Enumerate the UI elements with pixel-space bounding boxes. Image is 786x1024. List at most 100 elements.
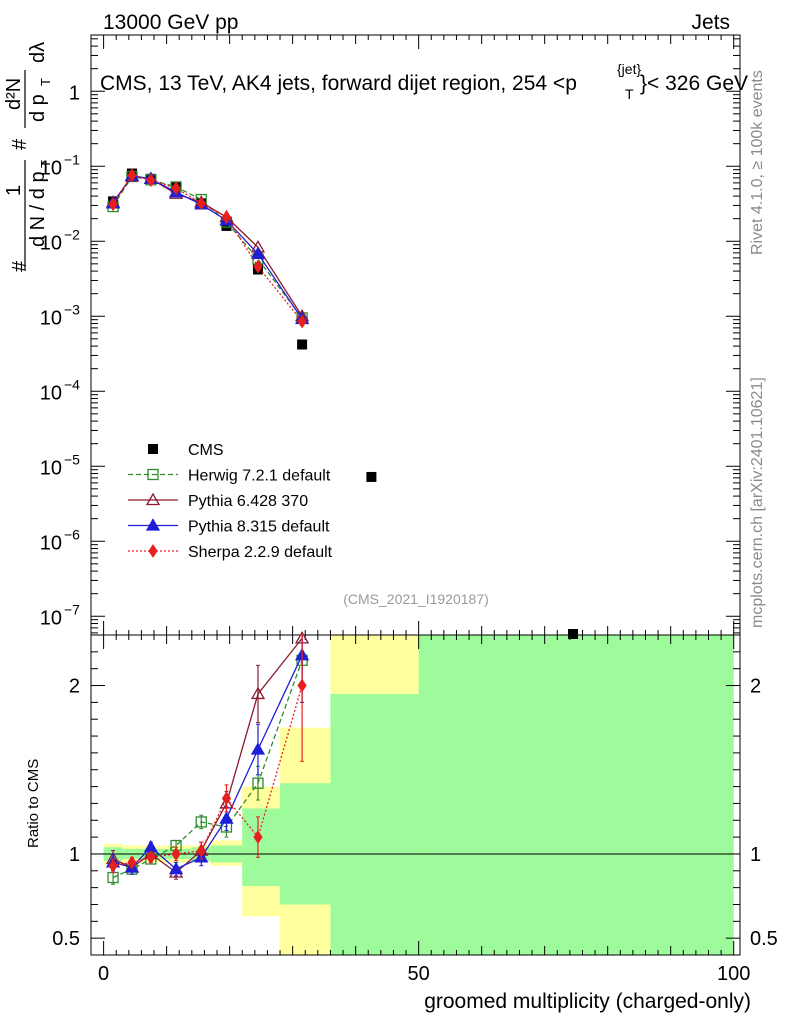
legend: CMS Herwig 7.2.1 default Pythia 6.428 370 P… <box>128 442 333 561</box>
y-tick-label-exponent: −7 <box>64 601 80 617</box>
ratio-point <box>168 861 184 875</box>
ratio-y-tick-label-right: 1 <box>750 844 761 866</box>
legend-label: Pythia 8.315 default <box>188 519 330 536</box>
legend-label: Pythia 6.428 370 <box>188 493 308 510</box>
plot-title-sub: T <box>625 86 634 102</box>
series-point <box>221 210 232 224</box>
plot-title-sup: {jet} <box>617 61 641 77</box>
ratio-point <box>297 678 307 693</box>
y-tick-label-exponent: −2 <box>64 226 80 242</box>
ratio-panel <box>90 634 741 956</box>
series-point <box>297 314 307 329</box>
ratio-y-tick-label-right: 2 <box>750 676 761 698</box>
ratio-line <box>112 685 303 867</box>
ylabel-dlambda: dλ <box>27 42 49 63</box>
series-line <box>112 174 303 322</box>
legend-marker <box>145 518 161 531</box>
ratio-y-axis-label: Ratio to CMS <box>25 759 42 848</box>
y-tick-label: 10 <box>40 157 62 179</box>
legend-marker <box>145 492 161 506</box>
legend-marker <box>148 444 158 454</box>
series-point <box>250 246 266 259</box>
y-tick-label: 10 <box>40 607 62 629</box>
ratio-panel-frame <box>90 634 741 956</box>
mcplots-label: mcplots.cern.ch [arXiv:2401.10621] <box>749 377 766 628</box>
ylabel-den: d N / d p <box>27 171 49 247</box>
y-tick-label: 10 <box>40 532 62 554</box>
y-tick-label: 1 <box>69 82 80 104</box>
series-point <box>127 168 137 183</box>
ratio-point <box>127 855 137 870</box>
ratio-point <box>146 850 156 865</box>
ylabel-dp: d p <box>27 94 49 122</box>
plot-title: CMS, 13 TeV, AK4 jets, forward dijet reg… <box>100 72 577 95</box>
y-tick-label-exponent: −4 <box>64 376 80 392</box>
series-point <box>108 197 118 212</box>
legend-label: Herwig 7.2.1 default <box>188 468 331 485</box>
legend-marker <box>148 544 158 558</box>
ylabel-hash: # <box>9 260 31 272</box>
band-inner <box>418 635 734 955</box>
series-point <box>253 259 263 274</box>
ratio-point <box>108 858 118 873</box>
ratio-point <box>250 742 266 755</box>
band-inner <box>280 783 331 905</box>
ratio-y-tick-label: 1 <box>69 844 80 866</box>
y-tick-label-exponent: −1 <box>64 151 80 167</box>
ratio-y-tick-label: 0.5 <box>52 928 80 950</box>
top-y-axis-label: # 1 d N / d p T # d²N d p T dλ <box>3 42 53 272</box>
ratio-point <box>221 791 232 806</box>
series-layer <box>105 168 579 885</box>
ylabel-d2n: d²N <box>3 78 25 110</box>
ratio-point <box>219 811 234 824</box>
series-point <box>146 173 156 188</box>
ratio-line <box>112 637 303 874</box>
ylabel-one: 1 <box>3 185 25 196</box>
x-tick-label: 100 <box>717 963 750 985</box>
cms-point <box>568 629 579 639</box>
series-line <box>112 174 303 320</box>
series-line <box>112 175 303 319</box>
y-tick-label-exponent: −6 <box>64 526 80 542</box>
ratio-point <box>195 816 207 828</box>
ylabel-hash-2: # <box>9 138 31 150</box>
ratio-point <box>250 686 266 700</box>
legend-label: CMS <box>188 442 224 459</box>
y-tick-label-exponent: −5 <box>64 451 80 467</box>
header-left: 13000 GeV pp <box>103 11 238 34</box>
ratio-y-tick-label-right: 0.5 <box>750 928 778 950</box>
plot-title-suffix: }< 326 GeV <box>640 72 748 95</box>
uncertainty-bands <box>91 635 740 955</box>
y-tick-label: 10 <box>40 457 62 479</box>
ratio-point <box>196 843 206 858</box>
ratio-point <box>171 847 181 861</box>
x-tick-label: 0 <box>98 963 109 985</box>
cms-point <box>221 220 232 231</box>
ratio-point <box>252 777 264 789</box>
y-tick-label: 10 <box>40 307 62 329</box>
cms-point <box>366 471 377 482</box>
y-tick-label: 10 <box>40 232 62 254</box>
analysis-watermark: (CMS_2021_I1920187) <box>343 591 489 607</box>
plot-title-prefix: CMS, 13 TeV, AK4 jets, forward dijet reg… <box>100 72 577 95</box>
series-point <box>196 196 206 211</box>
band-inner <box>242 808 281 886</box>
ylabel-dp-sub: T <box>38 78 53 86</box>
rivet-label: Rivet 4.1.0, ≥ 100k events <box>749 70 766 255</box>
band-inner <box>330 693 419 955</box>
legend-label: Sherpa 2.2.9 default <box>188 544 333 561</box>
cms-point <box>297 339 308 350</box>
ratio-y-tick-label: 2 <box>69 676 80 698</box>
y-tick-label: 10 <box>40 382 62 404</box>
header-right: Jets <box>691 11 730 34</box>
y-tick-label-exponent: −3 <box>64 301 80 317</box>
legend-marker <box>147 468 159 481</box>
ylabel-den-sub: T <box>38 160 53 168</box>
series-point <box>171 181 181 196</box>
x-axis-label: groomed multiplicity (charged-only) <box>424 990 751 1013</box>
series-line <box>112 175 303 317</box>
x-tick-label: 50 <box>408 963 430 985</box>
ratio-point <box>253 830 263 845</box>
